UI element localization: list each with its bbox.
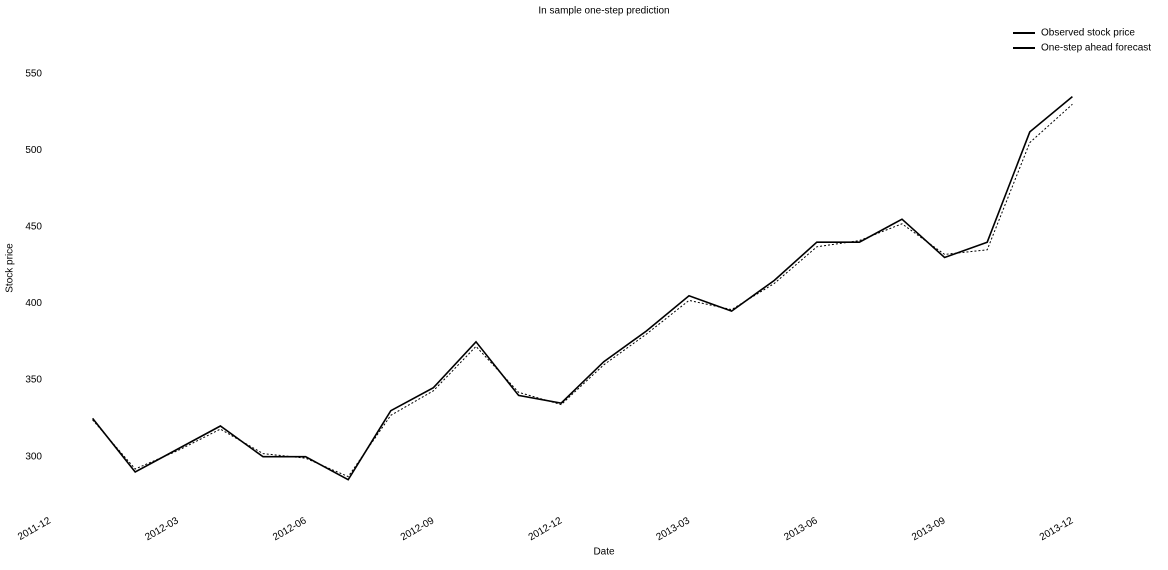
series-line [91,95,1073,481]
x-tick-label: 2013-12 [1038,515,1076,543]
x-tick-label: 2012-03 [143,515,181,543]
legend-label: One-step ahead forecast [1041,43,1151,54]
x-tick-label: 2012-06 [271,515,309,543]
x-tick-label: 2011-12 [16,515,53,543]
legend-label: Observed stock price [1041,28,1135,39]
y-axis-label: Stock price [5,243,16,293]
y-tick-label: 300 [25,451,42,462]
y-tick-label: 400 [25,298,42,309]
y-tick-label: 350 [25,375,42,386]
y-tick-label: 450 [25,221,42,232]
x-tick-label: 2012-09 [399,515,437,543]
x-axis-label: Date [593,547,615,558]
y-tick-label: 550 [25,68,42,79]
x-tick-label: 2013-06 [782,515,820,543]
y-tick-label: 500 [25,145,42,156]
chart-title: In sample one-step prediction [538,6,669,17]
x-tick-label: 2012-12 [527,515,565,543]
series-line [92,103,1073,478]
x-tick-label: 2013-09 [910,515,948,543]
x-tick-label: 2013-03 [655,515,693,543]
